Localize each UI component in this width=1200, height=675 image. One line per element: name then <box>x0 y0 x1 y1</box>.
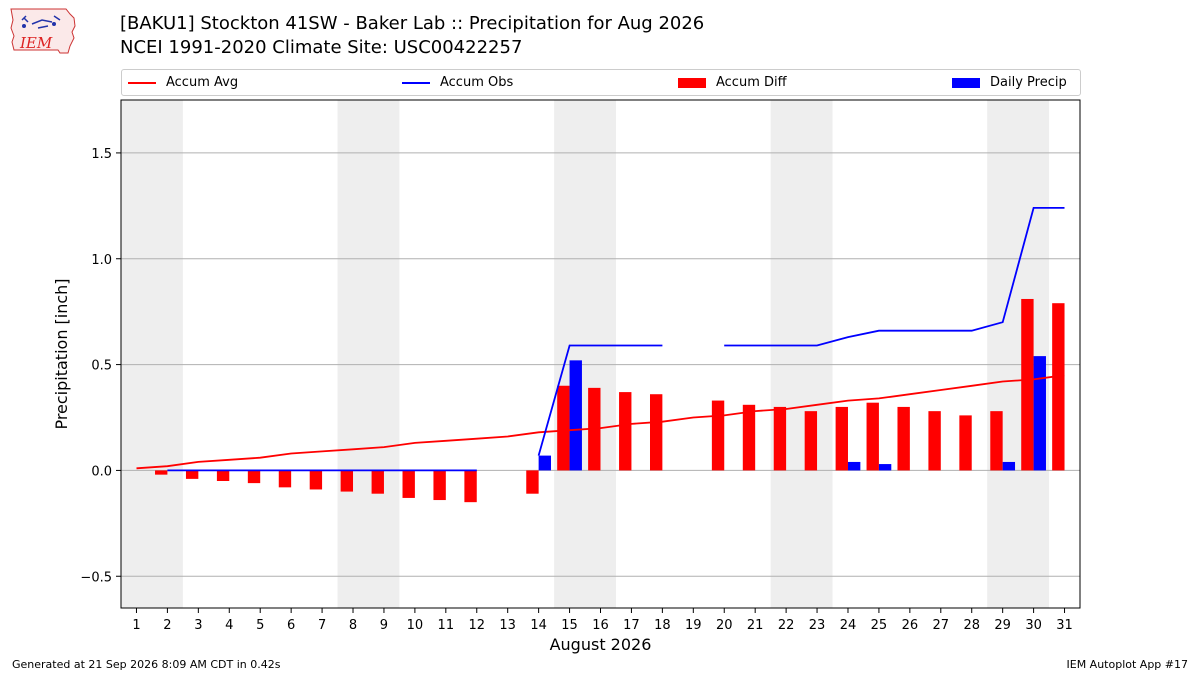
x-tick-label: 6 <box>287 618 295 633</box>
x-tick-label: 3 <box>194 618 202 633</box>
bar-accum-diff <box>711 400 725 471</box>
bar-accum-diff <box>371 470 384 494</box>
y-tick-label: −0.5 <box>80 570 112 585</box>
footer-generated: Generated at 21 Sep 2026 8:09 AM CDT in … <box>12 658 281 671</box>
bar-accum-diff <box>1052 303 1065 471</box>
bar-daily-precip <box>878 464 892 471</box>
x-tick-label: 18 <box>654 618 671 633</box>
x-tick-label: 26 <box>902 618 919 633</box>
legend-item-daily-precip: Daily Precip <box>952 70 1067 95</box>
x-tick-label: 23 <box>809 618 826 633</box>
footer-app: IEM Autoplot App #17 <box>1066 658 1189 671</box>
y-axis-label: Precipitation [inch] <box>52 278 71 429</box>
x-tick-label: 5 <box>256 618 264 633</box>
bar-daily-precip <box>569 360 582 471</box>
bar-accum-diff <box>1021 298 1034 471</box>
iem-logo: IEM <box>8 6 82 62</box>
chart-subtitle: NCEI 1991-2020 Climate Site: USC00422257 <box>120 37 523 58</box>
y-tick-label: 0.5 <box>91 359 112 374</box>
legend-swatch-line <box>128 81 156 84</box>
weekend-shade <box>121 100 183 608</box>
y-tick-label: 1.5 <box>91 147 112 162</box>
chart-title: [BAKU1] Stockton 41SW - Baker Lab :: Pre… <box>120 13 705 34</box>
x-tick-label: 2 <box>163 618 171 633</box>
x-tick-label: 30 <box>1025 618 1042 633</box>
x-tick-label: 22 <box>778 618 795 633</box>
x-tick-label: 11 <box>438 618 455 633</box>
legend-swatch-patch <box>952 77 980 88</box>
legend-item-accum-obs: Accum Obs <box>402 70 513 95</box>
x-tick-label: 25 <box>871 618 888 633</box>
bar-accum-diff <box>526 470 539 494</box>
x-tick-label: 1 <box>132 618 140 633</box>
x-tick-label: 31 <box>1056 618 1073 633</box>
y-tick-label: 0.0 <box>91 464 112 479</box>
bar-accum-diff <box>340 470 354 492</box>
x-tick-label: 12 <box>468 618 485 633</box>
bar-accum-diff <box>804 411 818 471</box>
x-tick-label: 20 <box>716 618 733 633</box>
bar-daily-precip <box>1033 356 1046 471</box>
logo-text: IEM <box>19 34 53 52</box>
x-axis-label: August 2026 <box>550 635 652 654</box>
legend-label: Accum Avg <box>166 75 239 90</box>
x-tick-label: 24 <box>840 618 857 633</box>
x-tick-label: 8 <box>349 618 357 633</box>
x-tick-label: 27 <box>933 618 950 633</box>
bar-accum-diff <box>649 394 663 471</box>
bar-accum-diff <box>278 470 292 488</box>
bar-accum-diff <box>742 404 756 471</box>
legend-label: Accum Diff <box>716 75 787 90</box>
weekend-shade <box>554 100 616 608</box>
bar-accum-diff <box>557 385 570 471</box>
legend-item-accum-diff: Accum Diff <box>678 70 787 95</box>
bar-accum-diff <box>402 470 415 498</box>
legend-swatch-line <box>402 81 430 84</box>
x-tick-label: 15 <box>561 618 578 633</box>
x-tick-label: 28 <box>963 618 980 633</box>
legend: Accum Avg Accum Obs Accum Diff Daily Pre… <box>121 69 1081 96</box>
legend-swatch-patch <box>678 77 706 88</box>
x-tick-label: 10 <box>407 618 424 633</box>
bar-accum-diff <box>464 470 477 503</box>
bar-accum-diff <box>185 470 199 479</box>
x-tick-label: 19 <box>685 618 702 633</box>
bar-accum-diff <box>835 406 848 471</box>
line-accum-obs <box>537 344 663 456</box>
x-tick-label: 14 <box>530 618 547 633</box>
bar-accum-diff <box>155 470 168 475</box>
x-tick-label: 4 <box>225 618 233 633</box>
x-tick-label: 13 <box>499 618 516 633</box>
line-accum-avg <box>136 374 1065 470</box>
bar-daily-precip <box>847 461 861 471</box>
y-tick-label: 1.0 <box>91 253 112 268</box>
x-tick-label: 9 <box>380 618 388 633</box>
x-tick-label: 16 <box>592 618 609 633</box>
legend-item-accum-avg: Accum Avg <box>128 70 238 95</box>
bar-daily-precip <box>538 455 552 471</box>
weekend-shade <box>337 100 400 608</box>
bar-accum-diff <box>897 406 910 471</box>
bar-accum-diff <box>773 406 787 471</box>
line-accum-obs <box>724 206 1065 347</box>
weekend-shade <box>987 100 1050 608</box>
x-tick-label: 7 <box>318 618 326 633</box>
x-tick-label: 17 <box>623 618 640 633</box>
bar-accum-diff <box>619 392 632 471</box>
bar-accum-diff <box>959 415 972 471</box>
bar-accum-diff <box>866 402 879 471</box>
bar-accum-diff <box>990 411 1003 471</box>
bar-accum-diff <box>216 470 230 481</box>
legend-label: Daily Precip <box>990 75 1067 90</box>
x-tick-label: 29 <box>994 618 1011 633</box>
legend-label: Accum Obs <box>440 75 514 90</box>
x-tick-label: 21 <box>747 618 764 633</box>
bar-accum-diff <box>309 470 323 490</box>
bar-accum-diff <box>247 470 261 484</box>
bar-daily-precip <box>1002 461 1016 471</box>
weekend-shade <box>770 100 833 608</box>
bar-accum-diff <box>433 470 446 501</box>
bar-accum-diff <box>928 411 941 471</box>
